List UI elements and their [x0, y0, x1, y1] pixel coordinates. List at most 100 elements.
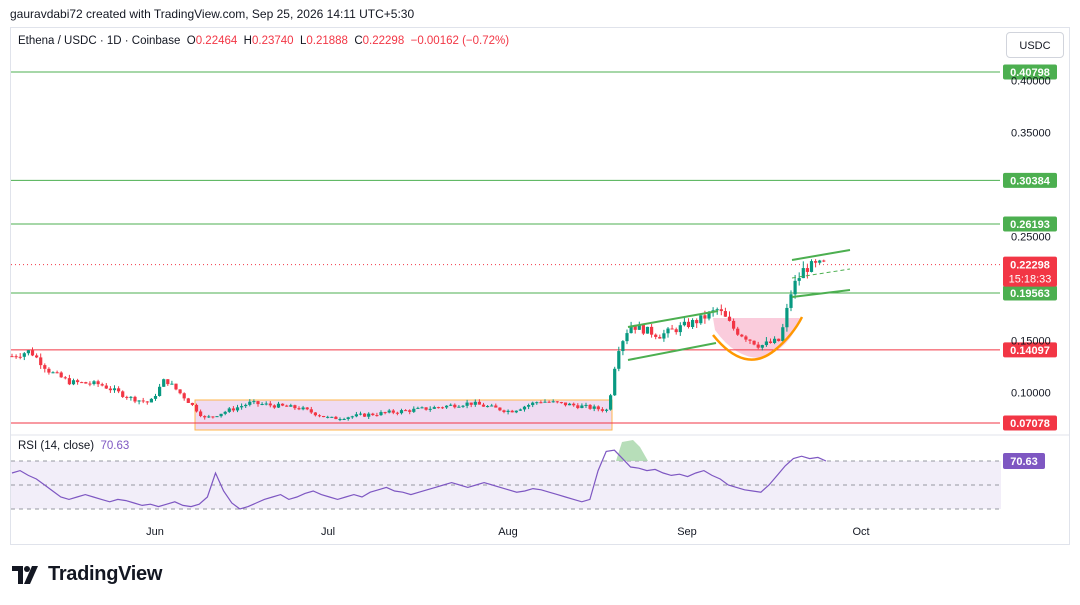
candle-body [412, 408, 416, 412]
candle-body [621, 341, 625, 352]
low-value: 0.21888 [306, 35, 348, 47]
candle-body [600, 409, 604, 411]
candle-body [777, 338, 781, 342]
candle-body [432, 407, 436, 409]
candle-body [158, 386, 162, 396]
time-tick-label: Oct [852, 526, 869, 538]
candle-body [469, 402, 473, 405]
close-value: 0.22298 [362, 35, 405, 47]
candle-body [461, 405, 465, 407]
flag-lower-line [627, 342, 717, 361]
candle-body [760, 345, 764, 348]
candle-body [293, 405, 297, 409]
candle-body [522, 406, 527, 410]
candle-body [547, 401, 551, 403]
level-price-tag [1003, 216, 1057, 232]
candle-body [645, 326, 650, 334]
price-axis: 0.10000 0.15000 0.25000 0.35000 0.40000 [1011, 75, 1051, 399]
candle-body [363, 413, 367, 417]
candle-body [580, 405, 584, 409]
candle-body [719, 309, 723, 312]
candle-body [14, 356, 18, 358]
candle-body [59, 372, 63, 378]
candle-body [346, 417, 350, 420]
candle-body [342, 419, 346, 421]
candle-body [617, 351, 621, 369]
time-axis: Jun Jul Aug Sep Oct [146, 526, 869, 538]
candle-body [699, 315, 703, 324]
price-tick-label: 0.25000 [1011, 231, 1051, 243]
candle-body [691, 320, 695, 328]
candle-body [404, 410, 408, 412]
candle-body [170, 383, 174, 385]
symbol-name: Ethena / USDC · 1D · Coinbase [18, 35, 181, 47]
candle-body [449, 404, 453, 406]
candle-body [281, 403, 285, 406]
cup-curve [712, 316, 804, 361]
candle-body [650, 326, 654, 335]
candle-body [723, 311, 727, 317]
candle-body [104, 385, 108, 389]
candle-body [297, 408, 301, 410]
time-tick-label: Sep [677, 526, 697, 538]
candle-body [121, 391, 125, 397]
candle-body [604, 409, 609, 411]
level-price-tag [1003, 172, 1057, 188]
candle-body [506, 410, 510, 412]
candle-body [727, 316, 732, 321]
open-value: 0.22464 [195, 35, 238, 47]
price-tick-label: 0.10000 [1011, 388, 1051, 400]
candle-body [773, 338, 777, 344]
candle-body [399, 410, 404, 414]
candle-body [309, 409, 313, 413]
candle-body [207, 416, 211, 418]
candle-body [375, 415, 379, 417]
rsi-legend: RSI (14, close) 70.63 [18, 440, 129, 452]
candle-body [289, 405, 293, 407]
candle-body [695, 320, 699, 324]
candle-body [10, 356, 14, 358]
level-price-tag [1003, 342, 1057, 358]
currency-button[interactable]: USDC [1006, 32, 1064, 58]
candle-body [658, 336, 662, 339]
candle-body [793, 280, 797, 295]
level-price-label: 0.26193 [1010, 219, 1050, 231]
candle-body [182, 393, 186, 399]
rsi-label: RSI (14, close) [18, 440, 95, 452]
candle-body [354, 414, 358, 417]
candle-body [330, 416, 334, 418]
candle-body [264, 403, 268, 405]
candle-body [625, 333, 629, 342]
candle-body [371, 413, 375, 416]
candle-body [801, 268, 805, 279]
trend-drawings [627, 249, 851, 361]
rsi-line [11, 449, 827, 510]
candle-body [166, 379, 170, 385]
symbol-legend: Ethena / USDC · 1D · Coinbase O0.22464 H… [18, 35, 509, 47]
candle-body [445, 405, 449, 408]
candle-body [543, 401, 547, 403]
candle-body [227, 408, 231, 412]
candle-body [350, 416, 354, 418]
countdown-label: 15:18:33 [1009, 274, 1052, 286]
candle-body [428, 408, 432, 410]
candle-body [682, 321, 686, 326]
candle-body [76, 380, 80, 383]
chart-credit: gauravdabi72 created with TradingView.co… [10, 7, 415, 21]
low-label: L [299, 35, 307, 47]
candle-body [22, 353, 26, 357]
candle-body [125, 396, 129, 398]
candle-body [112, 388, 117, 391]
candle-body [43, 365, 47, 369]
candle-body [477, 401, 481, 405]
pattern-overlays [194, 318, 800, 431]
time-tick-label: Jun [146, 526, 164, 538]
candle-body [502, 410, 506, 412]
level-price-tag [1003, 285, 1057, 301]
candle-body [740, 334, 744, 337]
candle-body [186, 398, 190, 403]
candle-body [809, 261, 814, 272]
candle-body [715, 309, 719, 311]
tradingview-logo[interactable]: TradingView [12, 563, 162, 586]
